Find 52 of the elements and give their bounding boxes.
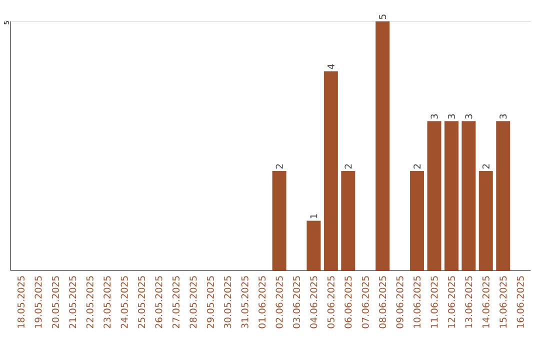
x-tick-label: 22.05.2025 (86, 276, 94, 328)
x-tick-label: 15.06.2025 (500, 276, 507, 328)
x-tick-label: 31.05.2025 (241, 276, 248, 328)
bar (324, 71, 338, 271)
x-tick-label: 26.05.2025 (155, 276, 162, 328)
bar (410, 170, 424, 271)
data-label: 2 (414, 164, 420, 169)
x-tick-label: 27.05.2025 (172, 276, 180, 328)
x-tick-label: 06.06.2025 (344, 276, 352, 328)
bar (272, 170, 286, 271)
data-label: 5 (379, 14, 386, 20)
data-label: 4 (328, 64, 334, 70)
data-label: 3 (500, 114, 507, 119)
x-tick-label: 19.05.2025 (34, 276, 42, 328)
x-tick-label: 20.05.2025 (52, 276, 59, 328)
x-tick-label: 07.06.2025 (362, 276, 369, 328)
x-tick-label: 25.05.2025 (138, 276, 146, 328)
bar (306, 220, 321, 271)
bar (496, 121, 510, 271)
x-tick-label: 13.06.2025 (465, 276, 472, 328)
data-label: 3 (465, 114, 472, 119)
data-label: 3 (448, 114, 455, 119)
x-tick-label: 14.06.2025 (482, 276, 490, 328)
bar (341, 170, 356, 271)
x-tick-label: 03.06.2025 (292, 276, 300, 328)
bar (462, 121, 476, 271)
x-tick-label: 08.06.2025 (379, 276, 386, 328)
x-tick-label: 30.05.2025 (224, 276, 232, 328)
x-tick-label: 12.06.2025 (448, 276, 455, 328)
x-tick-label: 04.06.2025 (310, 276, 318, 328)
bar (427, 121, 442, 271)
data-label: 2 (482, 164, 490, 169)
data-label: 3 (430, 114, 438, 119)
bar (478, 170, 493, 271)
x-tick-label: 11.06.2025 (430, 276, 438, 328)
x-tick-label: 01.06.2025 (258, 276, 266, 328)
x-tick-label: 16.06.2025 (516, 276, 524, 328)
x-tick-label: 02.06.2025 (276, 276, 283, 328)
data-label: 1 (310, 214, 318, 218)
x-tick-label: 18.05.2025 (17, 276, 25, 328)
x-tick-label: 09.06.2025 (396, 276, 404, 328)
data-label: 2 (344, 164, 352, 169)
bar (376, 21, 390, 271)
data-label: 2 (276, 164, 283, 169)
x-tick-label: 23.05.2025 (104, 276, 111, 328)
x-tick-label: 21.05.2025 (69, 276, 76, 328)
x-tick-label: 29.05.2025 (206, 276, 214, 328)
x-tick-label: 10.06.2025 (414, 276, 421, 328)
x-tick-label: 28.05.2025 (190, 276, 197, 328)
bar (444, 121, 458, 271)
x-tick-label: 24.05.2025 (120, 276, 128, 328)
x-tick-label: 05.06.2025 (327, 276, 334, 328)
